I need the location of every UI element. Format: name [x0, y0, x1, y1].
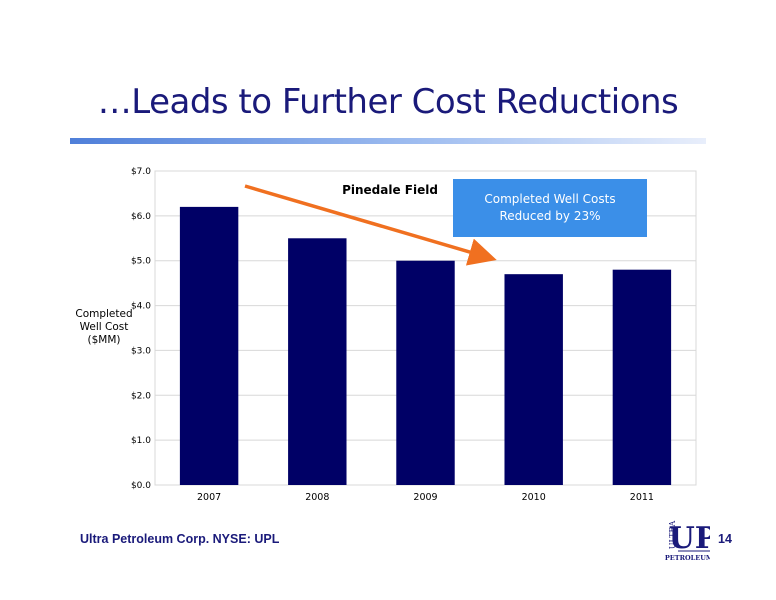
x-tick-label: 2010 [522, 492, 546, 503]
bar-2011 [612, 269, 672, 485]
y-axis-label-line: Completed [75, 308, 133, 320]
y-axis-label-line: Well Cost [79, 321, 129, 333]
logo-mark: UP [669, 521, 710, 556]
y-tick-label: $2.0 [131, 391, 151, 401]
logo-top-text: ULTRA [668, 521, 677, 550]
chart-title: Pinedale Field [342, 183, 438, 197]
footer-company: Ultra Petroleum Corp. NYSE: UPL [80, 532, 280, 546]
x-tick-label: 2011 [630, 492, 654, 503]
callout-line: Reduced by 23% [499, 209, 601, 223]
y-tick-label: $4.0 [131, 302, 151, 312]
y-axis-label: Completed Well Cost ($MM) [66, 308, 142, 347]
y-axis-label-line: ($MM) [87, 334, 121, 346]
page-number: 14 [718, 532, 732, 546]
callout-box: Completed Well Costs Reduced by 23% [453, 179, 647, 237]
y-tick-label: $0.0 [131, 481, 151, 491]
slide-title: …Leads to Further Cost Reductions [97, 82, 679, 122]
y-tick-label: $7.0 [131, 167, 151, 177]
bars [179, 206, 672, 485]
title-divider [70, 138, 706, 144]
bar-2007 [179, 206, 239, 485]
y-tick-label: $6.0 [131, 212, 151, 222]
trend-arrow [244, 184, 497, 266]
y-tick-label: $5.0 [131, 257, 151, 267]
x-tick-label: 2007 [197, 492, 221, 503]
bar-2010 [504, 274, 563, 485]
bar-2008 [288, 238, 347, 485]
x-tick-label: 2008 [305, 492, 329, 503]
callout-line: Completed Well Costs [484, 192, 616, 206]
y-tick-label: $1.0 [131, 436, 151, 446]
bar-2009 [396, 260, 455, 485]
y-tick-label: $3.0 [131, 346, 151, 356]
y-tick-labels: $0.0 $1.0 $2.0 $3.0 $4.0 $5.0 $6.0 $7.0 [131, 167, 151, 491]
x-tick-label: 2009 [413, 492, 437, 503]
company-logo: ULTRA UP PETROLEUM [664, 507, 710, 563]
logo-bottom-text: PETROLEUM [665, 554, 710, 562]
x-tick-labels: 2007 2008 2009 2010 2011 [197, 492, 654, 503]
